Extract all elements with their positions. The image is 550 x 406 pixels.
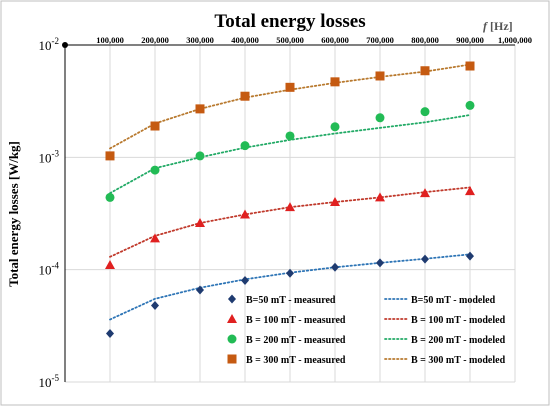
data-point-4-2	[195, 151, 205, 161]
series-measured-6	[105, 61, 475, 161]
data-point-4-7	[420, 107, 430, 117]
legend-entry-measured-0: B=50 mT - measured	[228, 294, 336, 306]
x-tick-label-7: 800,000	[411, 35, 439, 45]
x-tick-label-0: 100,000	[96, 35, 124, 45]
data-point-6-6	[375, 71, 385, 81]
x-tick-label-2: 300,000	[186, 35, 214, 45]
legend-label-measured-1: B = 100 mT - measured	[246, 315, 346, 326]
x-tick-label-8: 900,000	[456, 35, 484, 45]
legend-entry-modeled-2: B = 200 mT - modeled	[384, 335, 506, 346]
data-point-4-4	[285, 131, 295, 141]
data-point-2-2	[195, 218, 205, 228]
y-tick-exp-3: -5	[52, 373, 60, 383]
x-tick-label-5: 600,000	[321, 35, 349, 45]
data-point-2-4	[285, 202, 295, 212]
series-layer	[105, 61, 475, 339]
data-point-0-7	[421, 254, 429, 264]
legend-label-modeled-1: B = 100 mT - modeled	[411, 315, 506, 326]
data-point-6-2	[195, 104, 205, 114]
data-point-0-4	[286, 268, 294, 278]
x-axis-label-symbol: f	[483, 19, 488, 33]
series-modeled-7	[109, 63, 471, 150]
data-point-0-6	[376, 258, 384, 268]
legend-label-measured-2: B = 200 mT - measured	[246, 335, 346, 346]
data-point-2-8	[465, 186, 475, 196]
y-tick-base-3: 10	[39, 375, 52, 390]
data-point-6-4	[285, 82, 295, 92]
legend-marker-2	[227, 334, 237, 344]
data-point-0-1	[151, 300, 159, 310]
data-point-0-2	[196, 285, 204, 295]
data-point-2-0	[105, 260, 115, 270]
x-tick-label-1: 200,000	[141, 35, 169, 45]
y-tick-label-0: 10-2	[39, 36, 60, 53]
data-point-4-1	[150, 165, 160, 175]
axis-layer: 100,000 200,000 300,000 400,000 500,000 600,0…	[39, 35, 533, 390]
y-tick-base-1: 10	[39, 150, 52, 165]
data-point-0-8	[466, 251, 474, 261]
legend-label-modeled-2: B = 200 mT - modeled	[411, 335, 506, 346]
series-line-7	[109, 63, 471, 150]
y-tick-exp-1: -3	[52, 148, 60, 158]
legend-label-modeled-0: B=50 mT - modeled	[411, 295, 496, 306]
x-tick-label-3: 400,000	[231, 35, 259, 45]
chart-title: Total energy losses	[214, 11, 365, 32]
x-tick-label-6: 700,000	[366, 35, 394, 45]
data-point-2-3	[240, 209, 250, 219]
legend: B=50 mT - measured B = 100 mT - measured B…	[227, 294, 506, 366]
y-tick-base-0: 10	[39, 38, 52, 53]
legend-label-modeled-3: B = 300 mT - modeled	[411, 355, 506, 366]
data-point-2-7	[420, 188, 430, 198]
series-measured-0	[106, 251, 474, 339]
legend-label-measured-3: B = 300 mT - measured	[246, 355, 346, 366]
y-axis-label: Total energy losses [W/kg]	[6, 141, 21, 287]
data-point-2-6	[375, 192, 385, 202]
data-point-4-3	[240, 141, 250, 151]
y-tick-label-1: 10-3	[39, 148, 60, 165]
legend-entry-measured-2: B = 200 mT - measured	[227, 334, 346, 346]
series-measured-4	[105, 100, 475, 202]
series-measured-2	[105, 186, 475, 270]
legend-entry-modeled-0: B=50 mT - modeled	[384, 295, 496, 306]
legend-entry-modeled-3: B = 300 mT - modeled	[384, 355, 506, 366]
x-axis-label-unit: [Hz]	[490, 19, 513, 33]
data-point-0-3	[241, 276, 249, 286]
data-point-0-5	[331, 262, 339, 272]
y-tick-label-3: 10-5	[39, 373, 60, 390]
legend-marker-3	[227, 354, 237, 364]
data-point-0-0	[106, 329, 114, 339]
legend-label-measured-0: B=50 mT - measured	[246, 295, 336, 306]
data-point-6-1	[150, 121, 160, 131]
data-point-4-8	[465, 100, 475, 110]
data-point-6-0	[105, 151, 115, 161]
y-tick-exp-2: -4	[52, 261, 60, 271]
y-tick-exp-0: -2	[52, 36, 60, 46]
legend-entry-measured-1: B = 100 mT - measured	[227, 314, 346, 326]
legend-entry-measured-3: B = 300 mT - measured	[227, 354, 346, 366]
y-tick-base-2: 10	[39, 263, 52, 278]
data-point-4-5	[330, 122, 340, 132]
legend-entry-modeled-1: B = 100 mT - modeled	[384, 315, 506, 326]
data-point-2-5	[330, 197, 340, 207]
data-point-6-7	[420, 66, 430, 76]
y-tick-label-2: 10-4	[39, 261, 60, 278]
data-point-6-5	[330, 77, 340, 87]
axis-origin-dot	[62, 42, 68, 48]
data-point-6-8	[465, 61, 475, 71]
data-point-2-1	[150, 233, 160, 243]
x-tick-label-9: 1,000,000	[498, 35, 532, 45]
legend-marker-1	[227, 314, 237, 323]
x-axis-label: f [Hz]	[483, 19, 513, 33]
x-tick-label-4: 500,000	[276, 35, 304, 45]
data-point-4-6	[375, 113, 385, 123]
data-point-4-0	[105, 192, 115, 202]
legend-marker-0	[228, 294, 236, 304]
data-point-6-3	[240, 91, 250, 101]
